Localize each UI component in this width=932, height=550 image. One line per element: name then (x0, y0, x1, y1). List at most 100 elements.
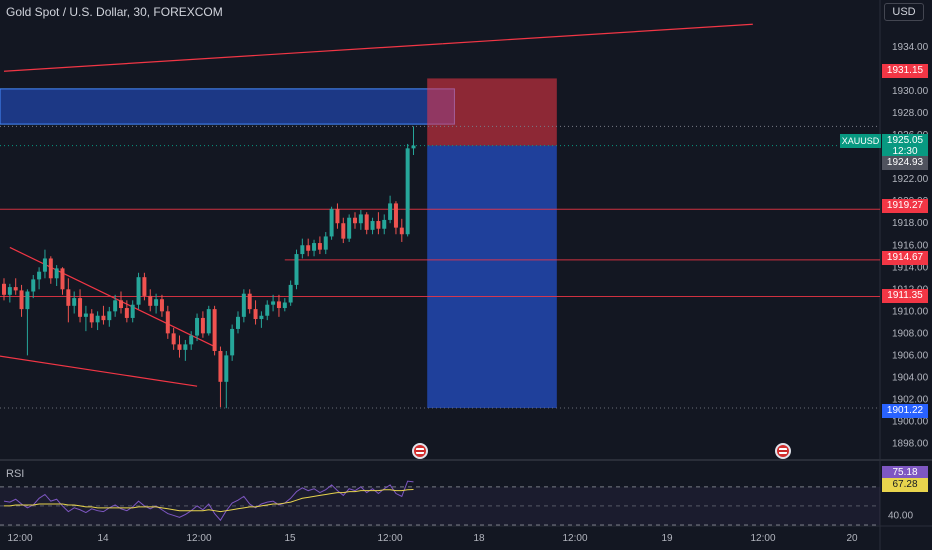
supply-zone (0, 88, 455, 125)
candle-body (195, 317, 200, 336)
rsi-ma-value-tag: 67.28 (882, 478, 928, 492)
price-tick-label: 1902.00 (892, 394, 929, 405)
candle-body (347, 217, 352, 239)
candle-body (241, 293, 246, 317)
price-tick-label: 1930.00 (892, 86, 929, 97)
candle-body (253, 309, 258, 320)
candle-body (236, 316, 240, 329)
candle-body (276, 301, 281, 309)
candle-body (230, 328, 235, 356)
candle-body (7, 287, 12, 295)
candle-body (78, 298, 83, 317)
price-tick-label: 1934.00 (892, 42, 929, 53)
rsi-label[interactable]: RSI (6, 468, 25, 480)
candle-body (2, 283, 6, 295)
candle-body (259, 315, 264, 320)
candle-body (306, 245, 311, 251)
candle-body (399, 227, 404, 235)
candle-body (312, 243, 317, 251)
trendline (0, 355, 198, 387)
trendline-extension (442, 23, 753, 45)
candle-body (130, 304, 135, 318)
candle-body (200, 317, 205, 334)
time-tick-label: 12:00 (186, 533, 212, 544)
candle-body (247, 293, 252, 310)
candle-body (83, 313, 88, 317)
price-tick-label: 1904.00 (892, 372, 929, 383)
candle-body (288, 284, 293, 303)
candle-body (54, 268, 59, 279)
rsi-line (3, 480, 414, 522)
price-axis: 1898.00 1900.00 1902.00 1904.00 1906.00 1908.… (892, 42, 929, 449)
price-tick-label: 1908.00 (892, 328, 929, 339)
candle-body (95, 315, 100, 323)
candle-body (393, 203, 398, 228)
symbol-title[interactable]: Gold Spot / U.S. Dollar, 30, FOREXCOM (6, 5, 223, 19)
candle-body (101, 315, 106, 321)
candle-body (358, 214, 363, 224)
candle-body (154, 299, 159, 306)
trendline (9, 246, 215, 348)
target-price-tag: 1901.22 (882, 404, 928, 418)
price-tick-label: 1928.00 (892, 108, 929, 119)
candle-body (31, 279, 36, 292)
candle-body (364, 214, 369, 230)
level-tag-1: 1919.27 (882, 199, 928, 213)
candle-body (376, 221, 381, 229)
us-flag-event-icon[interactable] (412, 443, 428, 459)
countdown-tag: 12:30 (882, 145, 928, 159)
candle-body (353, 217, 357, 224)
price-tick-label: 1916.00 (892, 240, 929, 251)
stop-loss-zone (427, 78, 557, 146)
time-tick-label: 12:00 (750, 533, 776, 544)
candle-body (142, 277, 147, 296)
price-tick-label: 1914.00 (892, 262, 929, 273)
us-flag-event-icon[interactable] (775, 443, 791, 459)
rsi-tick-label: 40.00 (888, 510, 913, 521)
rsi-ma-line (4, 488, 414, 513)
price-tick-label: 1900.00 (892, 416, 929, 427)
time-tick-label: 12:00 (562, 533, 588, 544)
candle-body (124, 308, 129, 318)
price-tick-label: 1922.00 (892, 174, 929, 185)
candle-body (317, 243, 322, 250)
candle-body (159, 299, 164, 312)
price-tick-label: 1906.00 (892, 350, 929, 361)
time-tick-label: 14 (97, 533, 109, 544)
time-tick-label: 12:00 (7, 533, 33, 544)
candle-body (119, 300, 123, 309)
time-tick-label: 19 (661, 533, 673, 544)
candle-body (189, 335, 194, 345)
candle-body (405, 148, 410, 235)
candle-body (19, 290, 24, 310)
candle-body (212, 309, 217, 351)
candle-body (177, 344, 182, 350)
candle-body (60, 268, 65, 290)
candle-body (282, 302, 287, 309)
price-tick-label: 1910.00 (892, 306, 929, 317)
symbol-tag: XAUUSD (840, 134, 881, 148)
candle-body (224, 355, 229, 382)
candle-body (370, 221, 375, 230)
candle-body (13, 287, 18, 291)
level-tag-2: 1914.67 (882, 251, 928, 265)
candle-body (48, 258, 53, 279)
stop-price-tag: 1931.15 (882, 64, 928, 78)
candle-body (388, 203, 393, 220)
candle-body (72, 298, 77, 306)
price-tick-label: 1898.00 (892, 438, 929, 449)
candle-body (335, 208, 340, 224)
candle-body (341, 223, 346, 239)
level-tag-3: 1911.35 (882, 289, 928, 303)
candle-body (136, 277, 141, 305)
candle-body (165, 311, 170, 334)
candle-body (183, 344, 188, 350)
candle-body (113, 300, 118, 312)
candle-body (206, 309, 211, 334)
rsi-value-tag: 75.18 (882, 466, 928, 480)
currency-button[interactable]: USD (884, 3, 924, 21)
time-tick-label: 12:00 (377, 533, 403, 544)
take-profit-zone (427, 145, 557, 409)
candle-body (171, 333, 176, 345)
